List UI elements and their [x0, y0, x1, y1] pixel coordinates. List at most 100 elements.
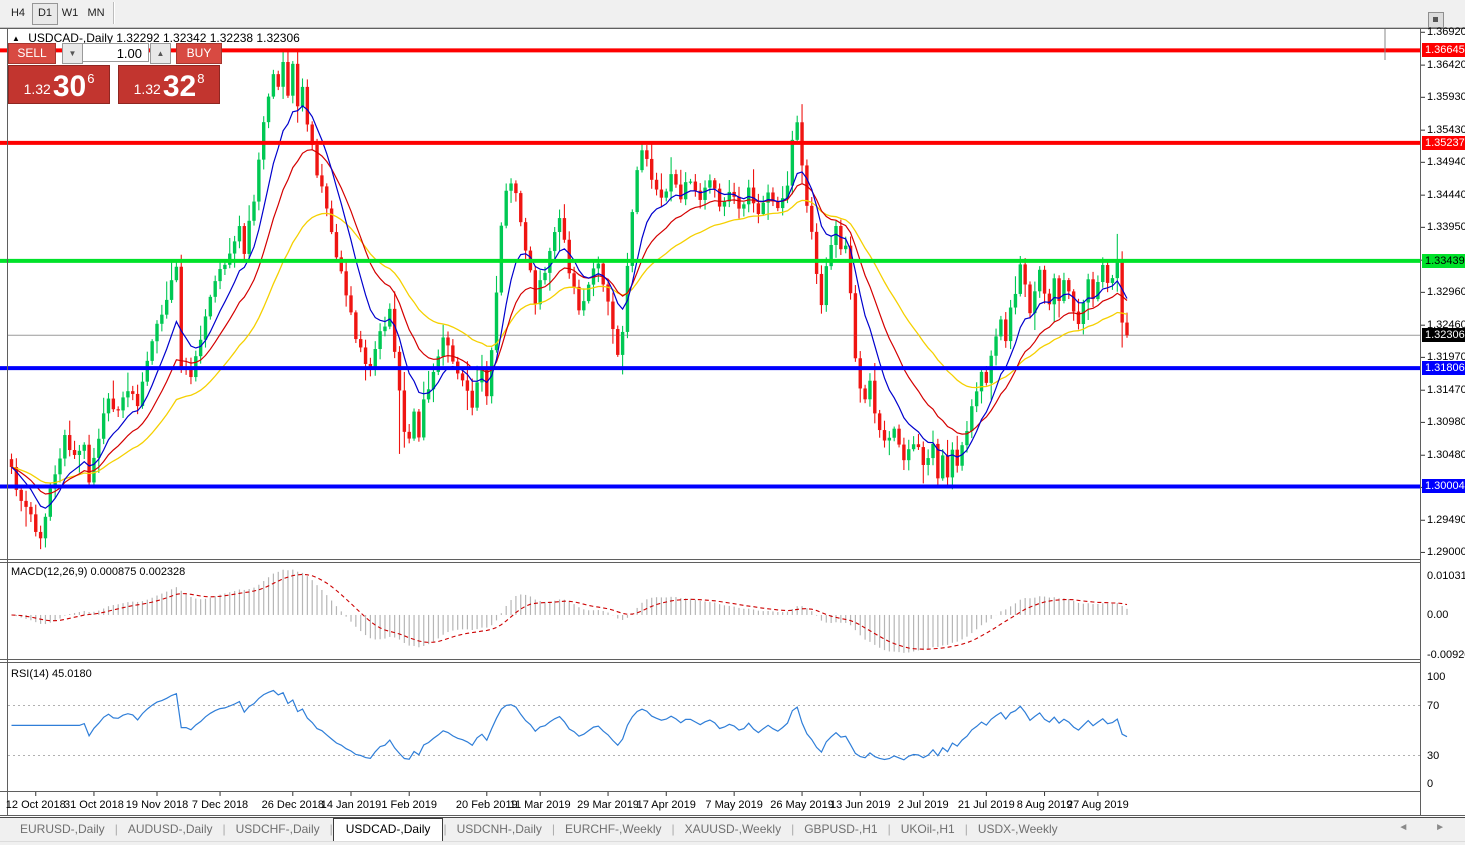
- date-axis-label: 29 Mar 2019: [577, 799, 639, 811]
- candle-body: [344, 271, 348, 296]
- candle-body: [504, 190, 508, 226]
- candle-body: [688, 181, 693, 183]
- candle-body: [320, 175, 324, 187]
- candle-body: [412, 411, 416, 439]
- chart-title: ▲ USDCAD-,Daily 1.32292 1.32342 1.32238 …: [12, 31, 300, 45]
- candle-body: [300, 86, 305, 107]
- candle-body: [514, 183, 518, 194]
- sell-price-display[interactable]: 1.32 30 6: [8, 65, 110, 104]
- candle-body: [58, 458, 62, 475]
- date-axis-label: 7 May 2019: [705, 799, 763, 811]
- chart-tab-gbpusd-h1[interactable]: GBPUSD-,H1: [804, 822, 878, 836]
- candle-body: [999, 319, 1003, 337]
- candle-body: [451, 345, 455, 362]
- volume-decrease-button[interactable]: ▼: [62, 43, 83, 64]
- candle-body: [329, 208, 334, 233]
- volume-increase-button[interactable]: ▲: [150, 43, 171, 64]
- candle-body: [868, 380, 872, 400]
- chart-tab-ukoil-h1[interactable]: UKOil-,H1: [900, 822, 955, 836]
- candle-body: [945, 455, 950, 478]
- candle-body: [310, 124, 314, 145]
- candle-body: [606, 284, 610, 302]
- chart-tab-usdx-weekly[interactable]: USDX-,Weekly: [977, 822, 1058, 836]
- candle-body: [1004, 319, 1008, 342]
- chart-ohlc-values: 1.32292 1.32342 1.32238 1.32306: [116, 31, 300, 45]
- arrow-up-icon: ▲: [156, 49, 165, 58]
- candle-body: [795, 122, 799, 140]
- date-axis-label: 19 Nov 2018: [125, 799, 189, 811]
- candle-body: [742, 204, 746, 209]
- candle-body: [121, 397, 125, 411]
- buy-price-big: 32: [162, 70, 197, 103]
- candle-body: [877, 413, 882, 431]
- rsi-axis-label: 30: [1427, 749, 1440, 762]
- candle-body: [1086, 279, 1090, 303]
- candle-body: [397, 351, 402, 391]
- timeframe-button-h4[interactable]: H4: [10, 7, 26, 19]
- collapse-panel-icon[interactable]: ▲: [12, 34, 20, 43]
- chart-tab-usdcnh-daily[interactable]: USDCNH-,Daily: [456, 822, 542, 836]
- candle-body: [126, 391, 130, 398]
- candle-body: [1013, 293, 1018, 308]
- chart-tab-usdcad-daily[interactable]: USDCAD-,Daily: [332, 818, 444, 841]
- candle-body: [24, 500, 28, 507]
- price-axis-label: 1.31470: [1427, 384, 1465, 397]
- candle-body: [1028, 284, 1032, 314]
- candle-body: [165, 299, 169, 315]
- chart-window-button[interactable]: [1428, 12, 1444, 28]
- candle-body: [223, 264, 227, 270]
- candle-body: [106, 398, 111, 414]
- candle-body: [426, 389, 431, 400]
- candle-body: [14, 467, 19, 490]
- macd-indicator-label: MACD(12,26,9) 0.000875 0.002328: [11, 566, 186, 578]
- timeframe-button-w1[interactable]: W1: [61, 7, 79, 19]
- candle-body: [271, 74, 276, 97]
- candle-body: [669, 174, 673, 192]
- date-axis-label: 17 Apr 2019: [636, 799, 696, 811]
- sell-button[interactable]: SELL: [8, 43, 56, 64]
- candle-body: [218, 269, 222, 282]
- candle-body: [873, 380, 877, 414]
- chart-tab-bar: EURUSD-,Daily | AUDUSD-,Daily | USDCHF-,Dail…: [0, 817, 1465, 842]
- status-strip: [0, 841, 1465, 845]
- candle-body: [654, 179, 659, 190]
- candle-body: [674, 174, 678, 185]
- timeframe-button-d1[interactable]: D1: [32, 3, 58, 25]
- candle-body: [213, 281, 217, 297]
- sell-price-prefix: 1.32: [23, 81, 51, 97]
- chart-tab-eurchf-weekly[interactable]: EURCHF-,Weekly: [565, 822, 662, 836]
- tab-scroll-arrows[interactable]: ◄ ►: [1398, 822, 1457, 833]
- candle-body: [422, 399, 426, 438]
- chart-tab-audusd-daily[interactable]: AUDUSD-,Daily: [127, 822, 213, 836]
- candle-body: [620, 331, 625, 355]
- candle-body: [960, 445, 964, 466]
- candle-body: [892, 428, 896, 438]
- date-axis-label: 12 Oct 2018: [5, 799, 66, 811]
- candle-body: [1115, 261, 1119, 279]
- date-axis-label: 13 Jun 2019: [829, 799, 891, 811]
- timeframe-button-mn[interactable]: MN: [87, 7, 105, 19]
- rsi-axis-label: 70: [1427, 699, 1440, 712]
- candle-body: [339, 257, 343, 272]
- buy-price-display[interactable]: 1.32 32 8: [118, 65, 220, 104]
- candle-body: [824, 266, 828, 306]
- candle-body: [460, 373, 465, 381]
- volume-input[interactable]: 1.00: [82, 43, 149, 62]
- candle-body: [1008, 307, 1013, 342]
- chart-tab-usdchf-daily[interactable]: USDCHF-,Daily: [235, 822, 320, 836]
- candle-body: [305, 86, 310, 125]
- chart-tab-xauusd-weekly[interactable]: XAUUSD-,Weekly: [684, 822, 782, 836]
- date-axis-label: 14 Jan 2019: [320, 799, 382, 811]
- chart-tab-eurusd-daily[interactable]: EURUSD-,Daily: [20, 822, 105, 836]
- date-axis-label: 26 May 2019: [770, 799, 834, 811]
- candle-body: [572, 273, 576, 287]
- buy-button[interactable]: BUY: [176, 43, 222, 64]
- candle-body: [441, 337, 445, 357]
- candle-body: [53, 474, 57, 489]
- candle-body: [1096, 282, 1100, 300]
- candle-body: [291, 63, 295, 96]
- candle-body: [417, 411, 421, 438]
- candle-body: [509, 183, 513, 191]
